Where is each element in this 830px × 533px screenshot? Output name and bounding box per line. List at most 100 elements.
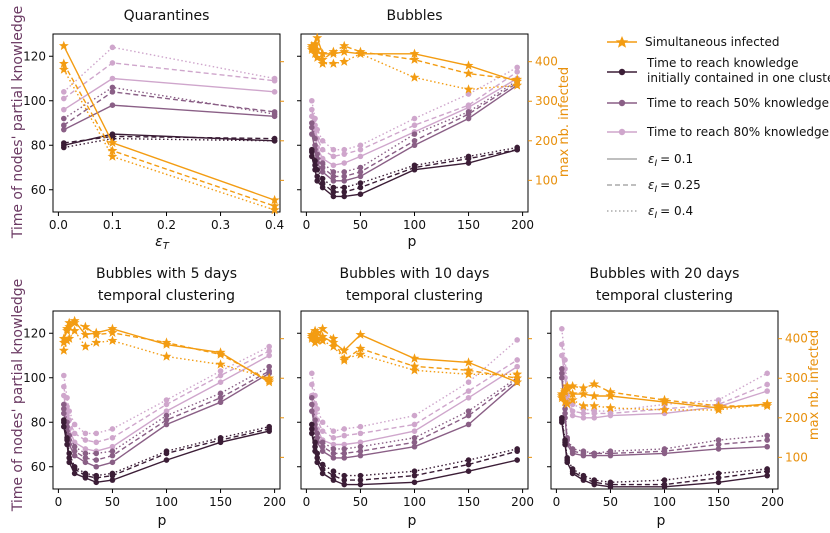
data-point [64,435,70,441]
series-t80-eps-0.25 [309,357,520,441]
data-point [580,472,587,479]
data-point [341,146,348,153]
data-point [341,481,348,488]
series-t80-eps-0.1 [61,75,278,113]
data-point [341,446,348,452]
panel-title: Bubbles with 10 days [340,266,490,282]
data-point-star [58,58,69,68]
data-point [319,448,326,454]
data-point [411,468,418,475]
series-t50-eps-0.4 [61,363,272,457]
data-point-star [560,386,570,397]
series-infected-eps-0.4 [556,390,773,415]
data-point-star [463,84,474,94]
panel-title: temporal clustering [346,288,483,304]
data-point-star [91,337,102,347]
x-axis-label-quarantines: εT [155,234,170,252]
data-point [569,408,576,414]
series-t_init-eps-0.4 [61,135,278,151]
data-point [357,153,364,160]
x-tick-label: 100 [403,218,426,232]
data-point-star [58,337,69,347]
data-point [217,399,224,406]
data-point [309,426,315,432]
panel-1: Quarantines 0.0 0.1 0.2 0.3 0.4 60 80 100 120 [23,8,284,232]
data-point [330,153,337,160]
data-point [309,421,315,428]
data-point [319,443,326,450]
data-point [330,450,337,457]
data-point [357,173,364,180]
left-axis-label-bottom: Time of nodes' partial knowledge [10,279,26,513]
data-point [357,423,364,430]
series-line [311,80,518,173]
series-t_init-eps-0.1 [309,146,520,200]
data-point [66,450,73,457]
data-point [764,388,770,394]
data-point [330,189,337,195]
series-line [561,383,768,407]
y-tick-label: 120 [23,49,46,63]
data-point [330,162,337,169]
data-point [715,470,722,477]
x-tick-label: 100 [653,495,676,509]
data-point [217,379,224,386]
series-t80-eps-0.4 [309,337,520,434]
data-point-star [762,398,773,409]
y-tick-label: 100 [23,94,46,108]
right-axis-label-top: max nb. infected [557,67,572,177]
data-point-star [567,388,578,399]
data-point [330,446,337,452]
x-tick-label: 100 [155,495,178,509]
series-t_init-eps-0.4 [61,417,272,479]
data-point [341,151,348,157]
data-point [514,144,520,151]
data-point-star [562,398,573,409]
data-point [82,455,89,461]
data-point [71,430,78,437]
data-point [341,426,348,432]
series-line [63,46,275,93]
data-point [319,461,326,468]
data-point [312,135,318,142]
data-point [82,446,89,452]
data-point [319,175,326,182]
data-point [357,477,364,483]
data-point [514,337,520,343]
data-point-star [339,40,350,51]
data-point [465,388,472,394]
series-line [311,327,518,379]
series-line [63,137,275,149]
data-point [312,439,318,446]
data-point-star [463,369,474,379]
data-point [319,155,326,162]
data-point-star [567,394,578,405]
data-point [319,169,326,175]
data-point [314,406,321,412]
data-point-star [64,333,75,343]
series-line [63,133,275,146]
data-point [465,153,472,160]
series-t50-eps-0.4 [559,366,770,457]
data-point-star [409,353,420,363]
data-point [357,191,364,197]
data-point [341,477,348,483]
right-tick-label: 100 [535,173,558,187]
data-point [341,455,348,461]
data-point [411,142,418,149]
data-point [465,394,472,401]
data-point [591,450,598,457]
data-point-star [58,345,69,355]
legend-init-label-2: initially contained in one cluster [647,71,830,85]
data-point [71,448,78,454]
data-point [109,459,116,466]
series-line [311,66,518,151]
data-point [411,428,418,434]
data-point-star [589,400,600,411]
data-point [217,435,224,441]
x-axis-label-10days: p [408,513,417,529]
data-point [319,419,326,426]
data-point [71,452,78,459]
data-point-star [107,137,118,147]
data-point [163,408,170,414]
